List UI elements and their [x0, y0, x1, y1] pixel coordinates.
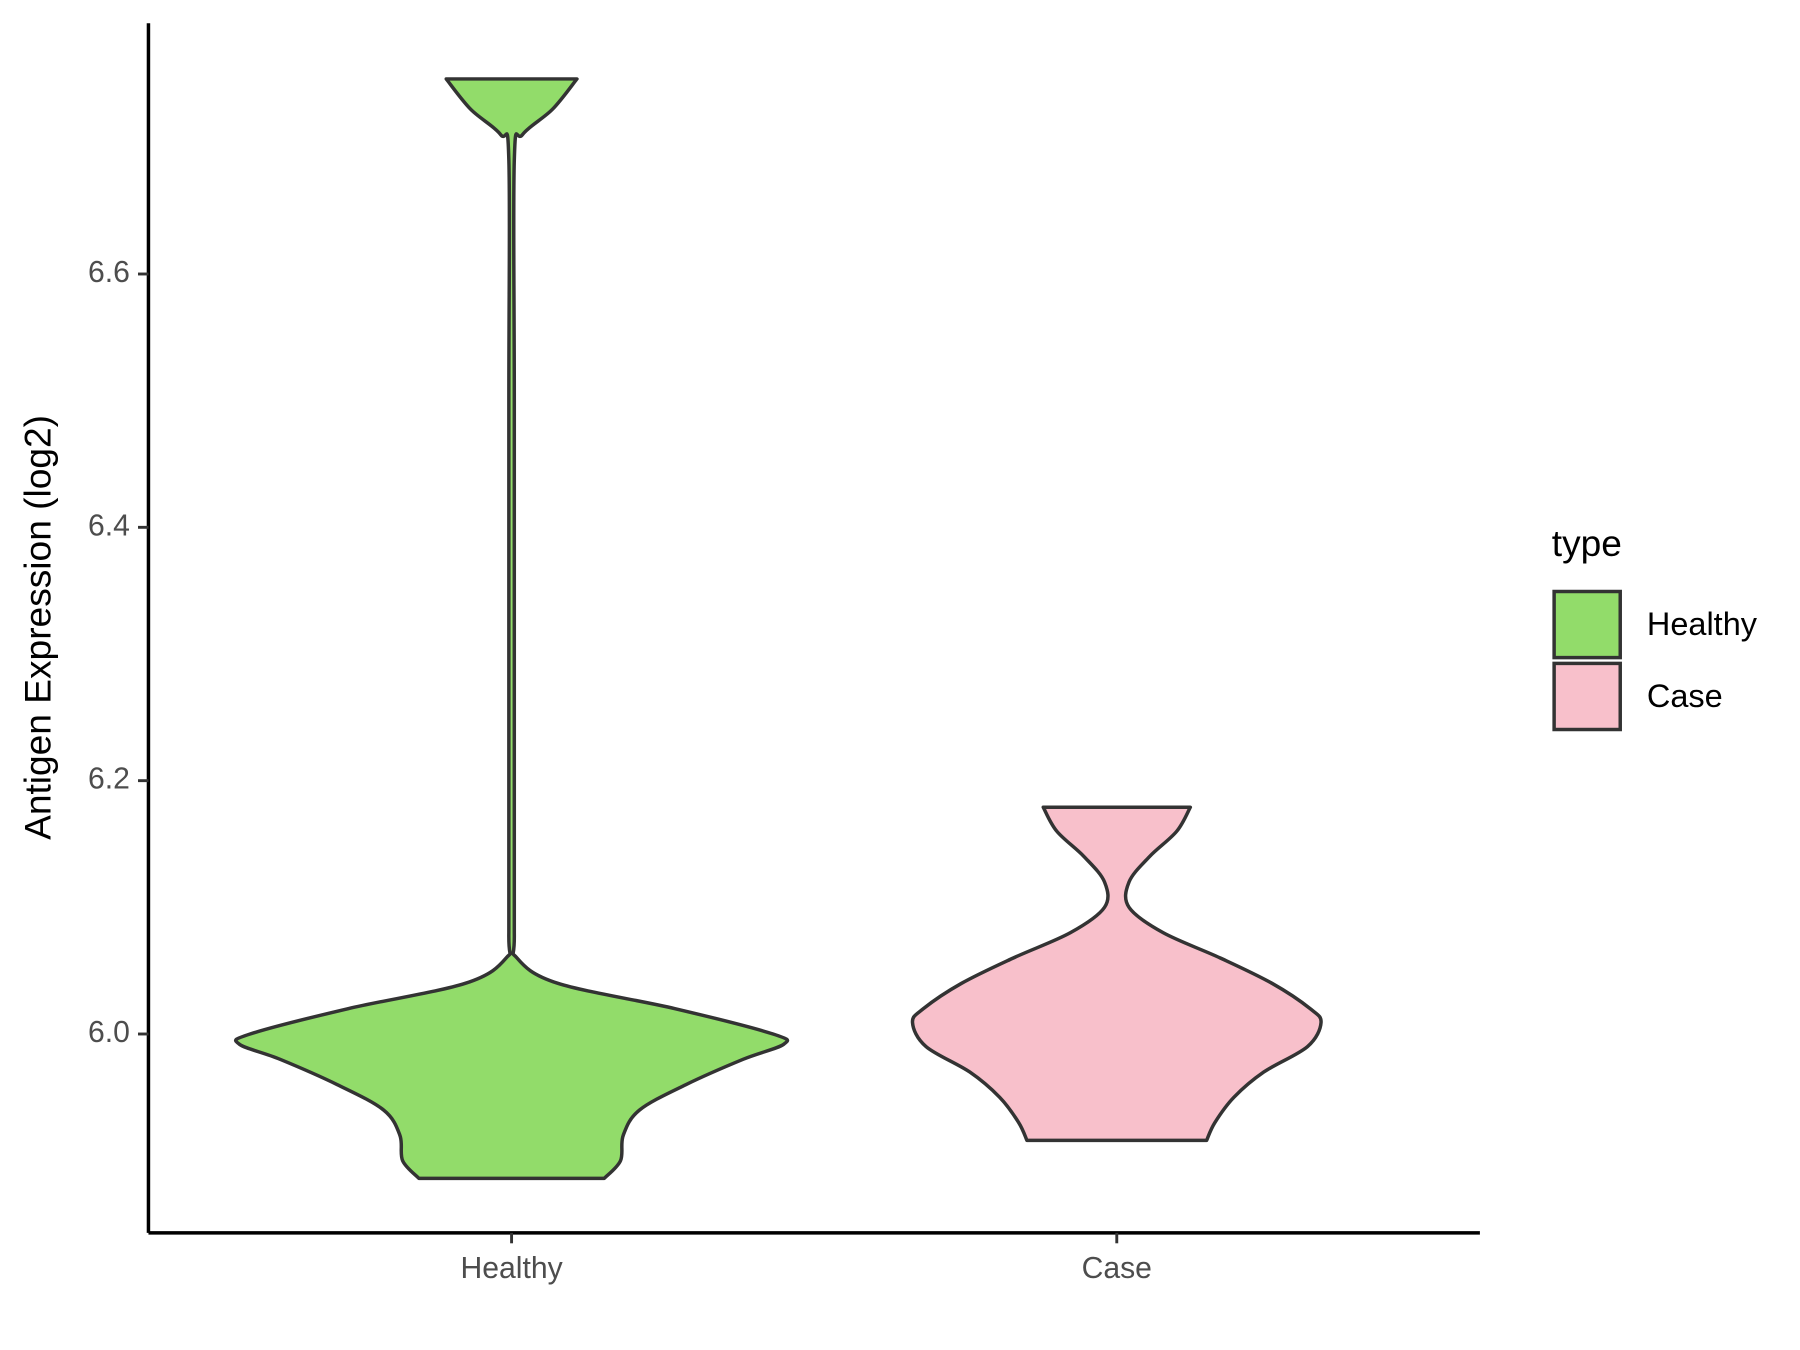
violin: [233, 77, 790, 1181]
x-tick-label: Healthy: [460, 1252, 563, 1285]
y-tick-label: 6.2: [88, 763, 130, 796]
y-axis-title: Antigen Expression (log2): [16, 415, 58, 840]
y-tick-label: 6.4: [88, 509, 130, 542]
legend-key: [1552, 661, 1622, 732]
legend-title: type: [1552, 522, 1622, 564]
x-tick-label: Case: [1082, 1252, 1152, 1285]
legend-label: Case: [1647, 678, 1723, 714]
legend-key: [1552, 589, 1622, 660]
y-tick-label: 6.6: [88, 256, 130, 289]
violin: [910, 805, 1323, 1143]
y-tick-label: 6.0: [88, 1016, 130, 1049]
legend-label: Healthy: [1647, 606, 1758, 642]
